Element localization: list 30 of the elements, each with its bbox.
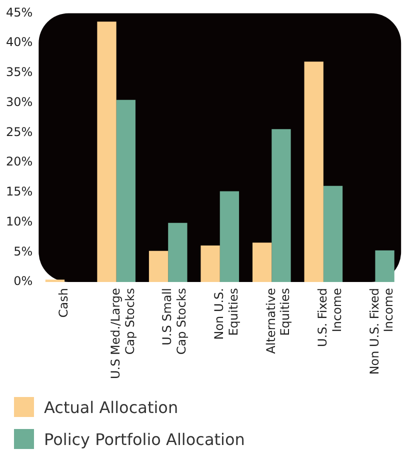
y-tick-label: 5% — [14, 244, 33, 258]
bar — [220, 191, 240, 282]
y-tick-label: 0% — [14, 274, 33, 288]
y-tick-label: 40% — [6, 35, 33, 50]
x-tick-label: Cash — [56, 288, 71, 318]
y-tick-label: 10% — [6, 214, 33, 228]
y-tick-label: 25% — [6, 124, 33, 139]
x-tick-label: U.S Med./Large Cap Stocks — [108, 288, 137, 380]
bar — [304, 62, 324, 282]
x-tick-label: Non U.S. Equities — [212, 288, 240, 340]
x-tick-label: Alternative Equities — [264, 288, 292, 354]
y-tick-label: 30% — [6, 94, 33, 109]
y-tick-label: 45% — [6, 5, 33, 20]
legend-label: Actual Allocation — [44, 398, 178, 416]
x-tick-label: U.S Small Cap Stocks — [160, 288, 189, 355]
bar — [116, 100, 136, 282]
legend-label: Policy Portfolio Allocation — [44, 430, 245, 448]
y-tick-label: 35% — [6, 65, 33, 80]
bar — [272, 129, 291, 282]
bar — [168, 222, 188, 282]
bar — [148, 250, 168, 282]
bar — [375, 250, 394, 282]
y-tick-label: 20% — [6, 154, 33, 169]
bar — [200, 246, 220, 282]
x-tick-label: Non U.S. Fixed Income — [367, 288, 396, 375]
bar — [252, 242, 272, 282]
y-tick-label: 15% — [6, 184, 33, 199]
bar — [323, 186, 343, 282]
x-tick-label: U.S. Fixed Income — [316, 288, 344, 347]
bar — [97, 22, 116, 282]
